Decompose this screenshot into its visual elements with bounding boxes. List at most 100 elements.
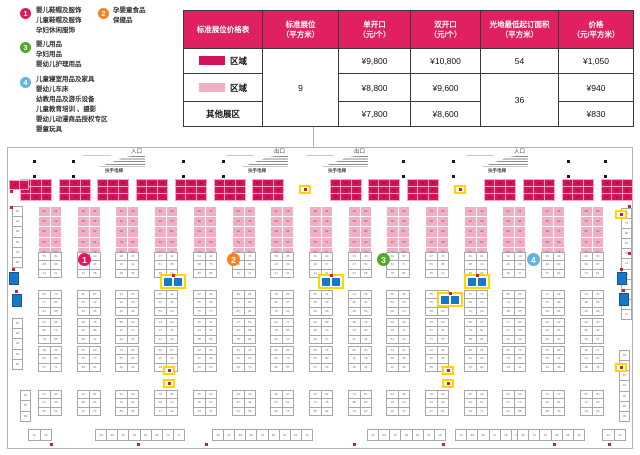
booth-cell: 35 — [514, 307, 525, 315]
booth-cell: 55 — [127, 269, 138, 277]
booth-cell: 46 — [116, 217, 127, 227]
header-line: 单开口 — [363, 19, 386, 29]
booth-cell: 18 — [426, 227, 437, 237]
pillar-dot — [330, 274, 333, 277]
booth-cell: 92 — [389, 187, 399, 193]
booth-block: 27 34 41 48 55 62 — [38, 390, 62, 416]
booth-cell: 27 — [39, 391, 50, 399]
booth-cell: 28 — [96, 430, 107, 440]
pillar-dot-red — [10, 190, 13, 193]
booth-cell: 87 — [349, 237, 360, 247]
booth-cell: 29 — [542, 253, 553, 261]
booth-cell: 26 — [89, 307, 100, 315]
booth-cell: 89 — [503, 291, 514, 299]
booth-cell: 67 — [426, 253, 437, 261]
service-blue-box — [451, 295, 459, 304]
booth-cell: 23 — [514, 335, 525, 343]
booth-cell: 14 — [503, 299, 514, 307]
booth-cell: 16 — [505, 180, 515, 186]
booth-cell: 54 — [194, 253, 205, 261]
booth-cell: 45 — [542, 307, 553, 315]
booth-cell: 24 — [389, 194, 399, 200]
booth-cell: 45 — [196, 194, 206, 200]
booth-cell: 12 — [622, 259, 631, 269]
booth-cell: 69 — [542, 227, 553, 237]
booth-cell: 11 — [489, 430, 500, 440]
booth-cell: 65 — [98, 187, 108, 193]
booth-cell: 53 — [205, 363, 216, 371]
booth-cell: 32 — [116, 207, 127, 217]
booth-cell: 14 — [529, 430, 540, 440]
booth-cell: 66 — [360, 217, 371, 227]
booth-cell: 98 — [398, 391, 409, 399]
booth-cell: 84 — [50, 299, 61, 307]
booth-cell: 62 — [553, 217, 564, 227]
booth-cell: 28 — [503, 307, 514, 315]
booth-cell: 63 — [205, 299, 216, 307]
booth-cell: 41 — [80, 180, 90, 186]
booth-cell: 83 — [398, 217, 409, 227]
booth-cell: 41 — [205, 407, 216, 415]
booth-cell: 96 — [518, 430, 529, 440]
booth-cell: 71 — [282, 319, 293, 327]
booth-cell: 69 — [379, 430, 390, 440]
booth-cell: 70 — [50, 291, 61, 299]
booth-block: 93 11 18 25 32 39 — [309, 290, 333, 316]
booth-cell: 69 — [592, 307, 603, 315]
booth-cell: 60 — [50, 355, 61, 363]
booth-cell: 36 — [465, 391, 476, 399]
escalator-leader-line — [83, 155, 111, 156]
booth-cell: 87 — [89, 291, 100, 299]
booth-cell: 42 — [310, 217, 321, 227]
booth-cell: 87 — [205, 217, 216, 227]
booth-cell: 42 — [244, 347, 255, 355]
pillar-dot-red — [628, 190, 631, 193]
zone-label: 区域 — [229, 56, 247, 66]
booth-cell: 51 — [321, 269, 332, 277]
booth-cell: 57 — [310, 391, 321, 399]
booth-cell: 76 — [553, 227, 564, 237]
booth-cell: 55 — [476, 347, 487, 355]
booth-cell: 92 — [127, 319, 138, 327]
booth-cell: 21 — [349, 291, 360, 299]
booth-cell: 62 — [80, 187, 90, 193]
price-value: ¥1,050 — [558, 48, 634, 74]
booth-block: 82 89 96 14 21 28 — [541, 346, 565, 372]
booth-cell: 53 — [503, 391, 514, 399]
booth-cell: 23 — [398, 399, 409, 407]
booth-cell: 83 — [80, 194, 90, 200]
escalator-icon — [482, 156, 528, 167]
booth-cell: 36 — [620, 411, 629, 421]
booth-cell: 68 — [194, 261, 205, 269]
booth-cell: 18 — [360, 355, 371, 363]
booth-cell: 85 — [186, 180, 196, 186]
booth-cell: 14 — [553, 355, 564, 363]
booth-cell: 86 — [349, 347, 360, 355]
booth-cell: 68 — [271, 407, 282, 415]
booth-block: 65 72 79 86 93 11 — [502, 346, 526, 372]
booth-cell: 18 — [476, 307, 487, 315]
booth-cell: 16 — [387, 399, 398, 407]
pillar-dot — [620, 268, 623, 271]
booth-cell: 39 — [271, 227, 282, 237]
booth-cell: 10 — [176, 187, 186, 193]
booth-cell: 58 — [273, 187, 283, 193]
booth-cell: 48 — [60, 187, 70, 193]
booth-block: 18 25 32 39 46 53 — [193, 346, 217, 372]
legend-number-badge: 2 — [98, 8, 109, 19]
booth-block: 96 14 21 28 35 42 — [517, 429, 585, 441]
booth-cell: 65 — [253, 194, 263, 200]
booth-cell: 81 — [592, 269, 603, 277]
booth-cell: 72 — [78, 407, 89, 415]
booth-cell: 78 — [563, 194, 573, 200]
booth-cell: 30 — [360, 327, 371, 335]
booth-cell: 94 — [78, 299, 89, 307]
booth-cell: 53 — [602, 180, 612, 186]
booth-cell: 61 — [116, 391, 127, 399]
escalator-caption: 扶手电梯 — [105, 168, 123, 173]
service-point — [318, 274, 344, 289]
booth-cell: 22 — [233, 227, 244, 237]
pillar-dot — [604, 175, 607, 178]
booth-cell: 30 — [495, 187, 505, 193]
booth-cell: 93 — [426, 217, 437, 227]
